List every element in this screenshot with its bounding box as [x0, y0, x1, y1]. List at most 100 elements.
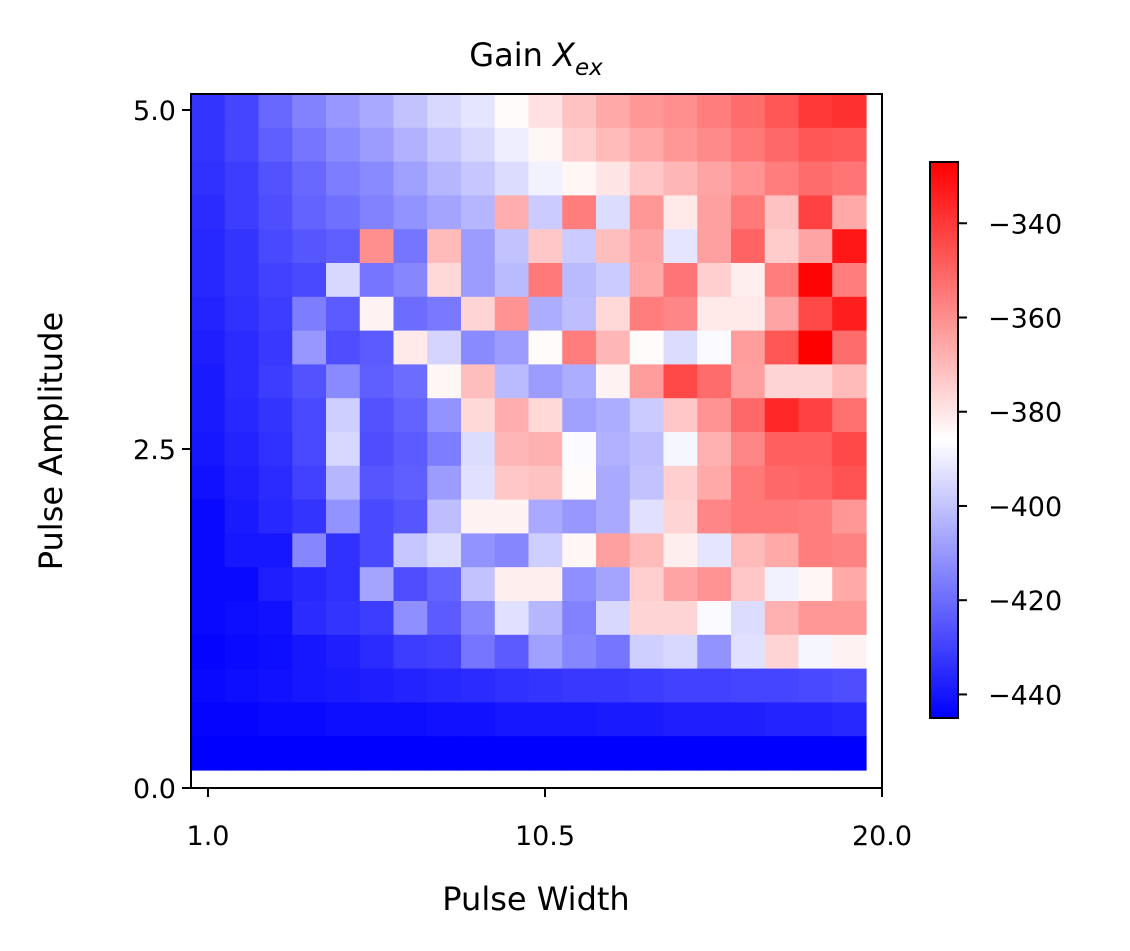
heatmap-cell: [663, 668, 698, 703]
heatmap-cell: [292, 601, 327, 636]
plot-frame: [190, 93, 883, 789]
heatmap-cell: [596, 601, 631, 636]
heatmap-cell: [427, 668, 462, 703]
heatmap-cell: [494, 161, 530, 196]
heatmap-cell: [191, 736, 226, 771]
heatmap-cell: [427, 465, 462, 501]
heatmap-cell: [224, 533, 260, 568]
heatmap-cell: [461, 127, 496, 163]
heatmap-cell: [258, 398, 293, 433]
heatmap-cell: [629, 296, 665, 332]
heatmap-cell: [663, 736, 698, 771]
colorbar-ticks: −340 −360 −380 −400 −420 −440: [958, 209, 1062, 711]
heatmap-cell: [832, 94, 867, 129]
heatmap-cell: [224, 364, 260, 399]
heatmap-cell: [258, 94, 293, 129]
heatmap-cell: [427, 195, 462, 230]
heatmap-cell: [393, 499, 428, 534]
x-axis-label: Pulse Width: [442, 880, 629, 918]
heatmap-cell: [697, 263, 732, 298]
heatmap-cell: [798, 499, 833, 534]
heatmap-cell: [494, 634, 530, 670]
heatmap-cell: [494, 668, 530, 703]
heatmap-cell: [629, 465, 665, 501]
heatmap-cell: [258, 127, 293, 163]
heatmap-cell: [663, 364, 698, 399]
heatmap-cell: [663, 263, 698, 298]
heatmap-cell: [494, 465, 530, 501]
heatmap-cell: [258, 634, 293, 670]
heatmap-cell: [663, 94, 698, 129]
heatmap-cell: [663, 398, 698, 433]
heatmap-cell: [292, 195, 327, 230]
heatmap-cell: [798, 398, 833, 433]
heatmap-cell: [393, 398, 428, 433]
heatmap-cell: [528, 127, 563, 163]
heatmap-cell: [764, 364, 800, 399]
heatmap-cell: [461, 601, 496, 636]
heatmap-cell: [427, 601, 462, 636]
heatmap-cell: [596, 94, 631, 129]
heatmap-cell: [528, 499, 563, 534]
heatmap-cell: [629, 634, 665, 670]
heatmap-cell: [461, 330, 496, 365]
heatmap-cell: [663, 229, 698, 264]
heatmap-cell: [832, 330, 867, 365]
heatmap-cell: [359, 432, 395, 467]
heatmap-cell: [393, 601, 428, 636]
heatmap-cell: [663, 567, 698, 602]
heatmap-cell: [832, 229, 867, 264]
heatmap-cell: [461, 364, 496, 399]
x-axis-ticks: 1.0 10.5 20.0: [187, 788, 912, 852]
heatmap-cell: [393, 432, 428, 467]
heatmap-cell: [191, 161, 226, 196]
heatmap-cell: [494, 432, 530, 467]
heatmap-cell: [427, 330, 462, 365]
heatmap-cell: [292, 499, 327, 534]
heatmap-cell: [494, 567, 530, 602]
heatmap-cell: [697, 668, 732, 703]
heatmap-cell: [629, 736, 665, 771]
heatmap-cell: [798, 229, 833, 264]
x-tick-label: 1.0: [187, 821, 230, 852]
heatmap-cell: [663, 161, 698, 196]
heatmap-cell: [562, 398, 597, 433]
heatmap-cell: [562, 465, 597, 501]
heatmap-cell: [629, 702, 665, 737]
heatmap-cell: [393, 330, 428, 365]
heatmap-cell: [629, 533, 665, 568]
heatmap-cell: [528, 567, 563, 602]
heatmap-cell: [393, 161, 428, 196]
heatmap-cell: [528, 364, 563, 399]
heatmap-cell: [731, 702, 766, 737]
heatmap-cell: [562, 161, 597, 196]
heatmap-cell: [697, 398, 732, 433]
heatmap-cell: [629, 229, 665, 264]
heatmap-cell: [798, 601, 833, 636]
heatmap-cell: [326, 161, 361, 196]
heatmap-cell: [697, 161, 732, 196]
heatmap-cell: [191, 263, 226, 298]
heatmap-cell: [697, 127, 732, 163]
heatmap-cell: [832, 263, 867, 298]
heatmap-cell: [764, 499, 800, 534]
heatmap-cell: [191, 94, 226, 129]
heatmap-cell: [832, 398, 867, 433]
heatmap-cell: [663, 533, 698, 568]
heatmap-cell: [731, 330, 766, 365]
heatmap-cell: [326, 229, 361, 264]
heatmap-cell: [798, 127, 833, 163]
heatmap-cell: [731, 533, 766, 568]
heatmap-cell: [393, 127, 428, 163]
heatmap-cell: [562, 364, 597, 399]
heatmap-cell: [697, 94, 732, 129]
heatmap-cell: [461, 195, 496, 230]
heatmap-cell: [798, 432, 833, 467]
heatmap-cell: [224, 432, 260, 467]
heatmap-cell: [663, 499, 698, 534]
heatmap-cell: [326, 364, 361, 399]
heatmap-cell: [224, 229, 260, 264]
heatmap-cell: [393, 465, 428, 501]
heatmap-cell: [191, 567, 226, 602]
heatmap-cell: [562, 296, 597, 332]
